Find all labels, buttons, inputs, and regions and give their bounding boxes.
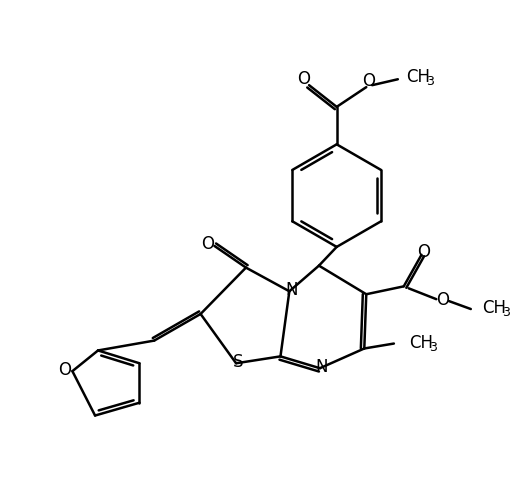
Text: 3: 3 [427, 75, 434, 88]
Text: 3: 3 [429, 341, 437, 354]
Text: CH: CH [406, 68, 430, 86]
Text: O: O [436, 291, 449, 309]
Text: N: N [285, 281, 297, 300]
Text: 3: 3 [502, 306, 510, 320]
Text: S: S [233, 353, 243, 372]
Text: O: O [362, 72, 375, 90]
Text: O: O [201, 235, 214, 253]
Text: CH: CH [482, 299, 506, 317]
Text: N: N [316, 358, 328, 376]
Text: O: O [297, 70, 310, 88]
Text: O: O [417, 243, 430, 261]
Text: CH: CH [409, 334, 433, 351]
Text: O: O [58, 361, 71, 379]
